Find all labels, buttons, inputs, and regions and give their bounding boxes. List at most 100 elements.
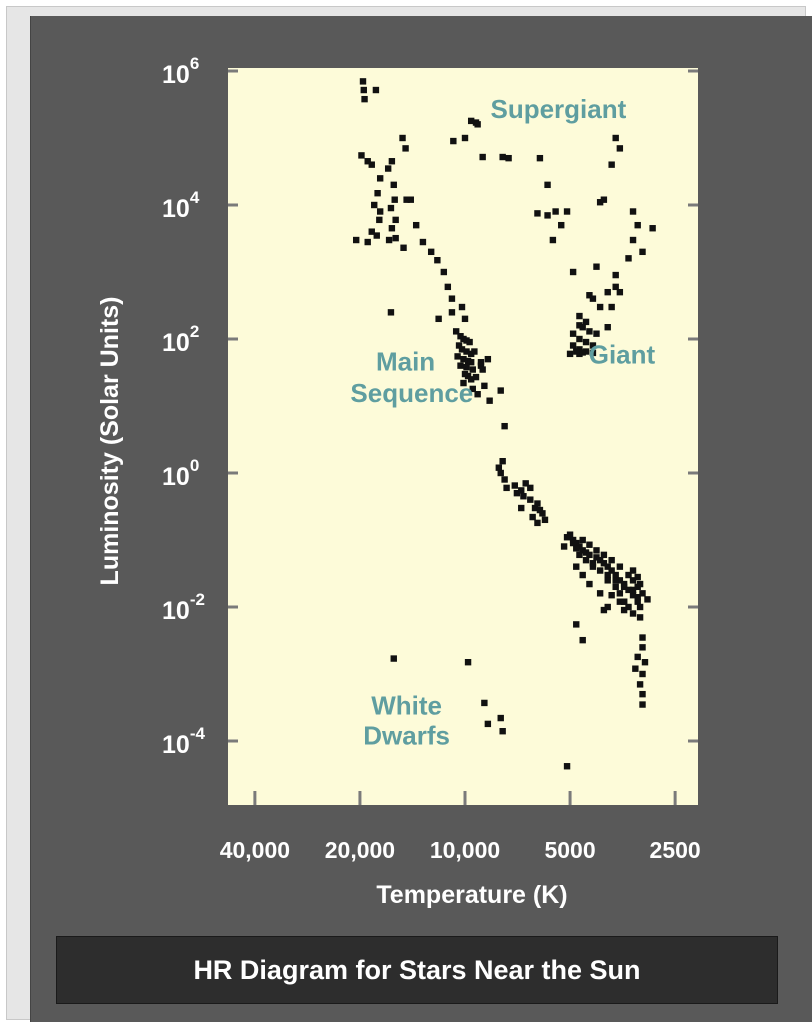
caption-bar: HR Diagram for Stars Near the Sun <box>56 936 778 1004</box>
star-point-219 <box>639 701 646 708</box>
y-tick-label-0: 106 <box>162 54 199 89</box>
star-point-85 <box>501 476 508 483</box>
star-point-136 <box>582 338 590 346</box>
star-point-99 <box>529 513 536 521</box>
y-tick-exponent-3: 0 <box>190 456 199 475</box>
star-point-37 <box>458 303 466 311</box>
star-point-6 <box>368 161 375 168</box>
star-point-89 <box>511 482 518 489</box>
star-point-161 <box>608 567 615 574</box>
star-point-228 <box>497 714 504 722</box>
star-point-218 <box>639 690 646 698</box>
star-point-104 <box>552 208 559 215</box>
star-point-83 <box>495 464 503 471</box>
star-point-120 <box>629 236 637 244</box>
y-tick-label-3: 100 <box>162 456 199 491</box>
star-point-9 <box>371 201 378 209</box>
star-point-68 <box>467 376 475 383</box>
star-point-121 <box>639 248 646 256</box>
star-point-138 <box>569 342 577 349</box>
star-point-180 <box>586 541 593 548</box>
star-point-173 <box>596 567 604 574</box>
star-point-92 <box>520 493 527 500</box>
star-point-182 <box>600 551 608 559</box>
star-point-14 <box>352 236 360 244</box>
star-point-122 <box>625 255 632 262</box>
star-point-62 <box>467 359 475 366</box>
star-point-108 <box>549 236 557 244</box>
star-point-170 <box>576 551 583 559</box>
star-point-50 <box>452 328 460 335</box>
star-point-224 <box>620 598 628 605</box>
star-point-27 <box>402 145 409 152</box>
star-point-206 <box>573 563 580 570</box>
star-point-17 <box>384 165 392 172</box>
star-point-175 <box>612 577 619 584</box>
data-points <box>352 78 656 770</box>
star-point-7 <box>376 175 384 182</box>
star-point-20 <box>387 204 395 212</box>
star-point-19 <box>391 196 398 203</box>
star-point-222 <box>579 636 586 644</box>
star-point-8 <box>374 190 381 197</box>
x-tick-label-0: 40,000 <box>220 837 290 863</box>
star-point-178 <box>634 594 641 601</box>
star-point-77 <box>486 397 493 404</box>
star-point-174 <box>604 571 611 579</box>
star-point-69 <box>460 379 467 387</box>
star-point-45 <box>450 137 457 145</box>
star-point-148 <box>604 324 611 331</box>
star-point-55 <box>455 342 463 349</box>
star-point-70 <box>472 373 480 381</box>
star-point-80 <box>497 387 504 394</box>
star-point-42 <box>467 117 475 125</box>
star-point-38 <box>461 315 469 323</box>
star-point-137 <box>589 342 597 349</box>
star-point-109 <box>569 268 577 276</box>
tick-marks <box>228 69 698 805</box>
region-label-4: White <box>371 690 442 720</box>
star-point-29 <box>403 196 410 203</box>
star-point-106 <box>534 210 541 217</box>
star-point-203 <box>596 590 604 597</box>
star-point-201 <box>620 606 628 614</box>
star-point-119 <box>634 221 641 229</box>
y-tick-label-2: 102 <box>162 322 199 357</box>
x-tick-label-1: 20,000 <box>325 837 395 863</box>
star-point-176 <box>620 580 628 588</box>
star-point-216 <box>639 670 646 678</box>
star-point-3 <box>372 86 380 94</box>
star-point-132 <box>586 328 593 335</box>
star-point-57 <box>463 348 470 355</box>
star-point-160 <box>604 563 611 570</box>
star-point-221 <box>573 621 580 628</box>
star-point-78 <box>474 391 481 398</box>
star-point-129 <box>582 318 590 326</box>
star-point-229 <box>484 720 492 728</box>
star-point-95 <box>531 504 539 512</box>
star-point-33 <box>434 257 441 264</box>
star-point-143 <box>566 350 574 358</box>
star-point-97 <box>541 516 549 524</box>
star-point-169 <box>569 539 577 547</box>
star-point-189 <box>573 545 580 552</box>
star-point-23 <box>392 234 399 242</box>
star-point-79 <box>477 359 485 366</box>
star-point-127 <box>596 303 604 311</box>
y-tick-labels: 106 104 102 100 10-2 10-4 <box>162 54 205 759</box>
star-point-144 <box>573 348 580 355</box>
star-point-110 <box>563 208 571 215</box>
y-tick-exponent-5: -4 <box>190 724 206 743</box>
star-point-76 <box>469 385 476 393</box>
star-point-16 <box>388 158 396 165</box>
star-point-205 <box>579 571 586 579</box>
star-point-118 <box>629 208 637 215</box>
star-point-217 <box>632 665 639 672</box>
star-point-72 <box>479 366 486 373</box>
star-point-71 <box>477 362 485 369</box>
star-point-15 <box>364 238 371 246</box>
star-point-202 <box>604 603 611 611</box>
star-point-215 <box>641 659 649 666</box>
star-point-39 <box>448 309 456 316</box>
